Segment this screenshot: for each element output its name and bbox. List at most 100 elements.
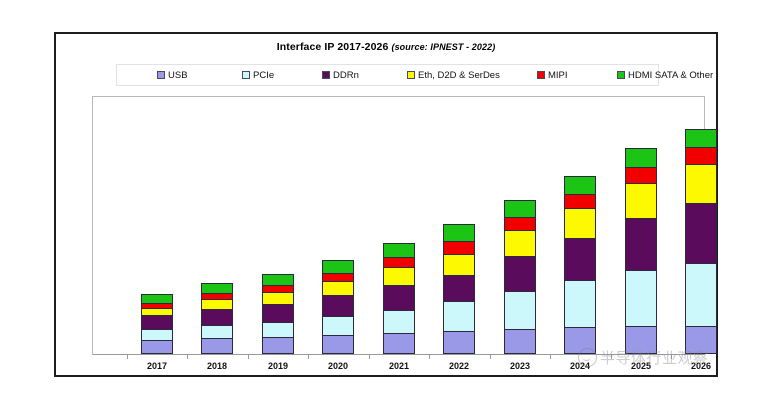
legend-swatch-icon: [322, 71, 330, 79]
legend-item-label: Eth, D2D & SerDes: [418, 69, 500, 81]
legend-item-label: USB: [168, 69, 188, 81]
bar-segment: [564, 208, 596, 238]
bar-segment: [625, 270, 657, 326]
x-axis-label: 2024: [569, 361, 591, 371]
bar-segment: [625, 326, 657, 354]
bar-segment: [322, 273, 354, 281]
legend-item: DDRn: [322, 70, 359, 81]
bar-segment: [262, 292, 294, 304]
x-axis-label: 2019: [267, 361, 289, 371]
x-axis-label: 2020: [327, 361, 349, 371]
bar-segment: [443, 331, 475, 354]
bar-segment: [625, 167, 657, 183]
bar-segment: [685, 263, 717, 326]
bar-segment: [685, 129, 717, 147]
bar-segment: [141, 308, 173, 315]
bar-stack: [685, 129, 717, 354]
bar-stack: [262, 274, 294, 354]
bar-segment: [201, 325, 233, 338]
x-axis-tick: [429, 354, 430, 359]
legend-item-label: PCIe: [253, 69, 275, 81]
bar-segment: [262, 285, 294, 292]
bar-segment: [141, 315, 173, 329]
legend-swatch-icon: [157, 71, 165, 79]
bar-stack: [625, 148, 657, 354]
bar-segment: [504, 256, 536, 291]
bar-stack: [322, 260, 354, 354]
x-axis-tick: [187, 354, 188, 359]
legend-swatch-icon: [537, 71, 545, 79]
x-axis-label: 2023: [509, 361, 531, 371]
x-axis-baseline: [93, 354, 704, 355]
legend-item-label: HDMI SATA & Other: [628, 69, 714, 81]
bar-segment: [443, 224, 475, 241]
bar-segment: [201, 283, 233, 293]
bar-segment: [383, 310, 415, 333]
chart-legend: USB PCIe DDRn Eth, D2D & SerDes MIPI HDMI SAT…: [116, 64, 713, 86]
legend-item-label: MIPI: [548, 69, 568, 81]
x-axis-label: 2021: [388, 361, 410, 371]
bar-segment: [504, 329, 536, 354]
bar-segment: [201, 293, 233, 299]
legend-item: HDMI SATA & Other: [617, 70, 713, 81]
bar-segment: [322, 281, 354, 295]
bar-segment: [383, 243, 415, 257]
bar-stack: [443, 224, 475, 354]
bar-segment: [504, 291, 536, 329]
bar-segment: [443, 301, 475, 331]
bar-segment: [383, 333, 415, 354]
x-axis-tick: [308, 354, 309, 359]
x-axis-label: 2018: [206, 361, 228, 371]
legend-swatch-icon: [617, 71, 625, 79]
legend-item: PCIe: [242, 70, 274, 81]
x-axis-tick: [611, 354, 612, 359]
bar-segment: [564, 327, 596, 354]
bar-segment: [564, 280, 596, 327]
bar-segment: [685, 326, 717, 354]
bar-segment: [564, 238, 596, 280]
bar-segment: [262, 337, 294, 354]
x-axis-tick: [369, 354, 370, 359]
bar-segment: [141, 303, 173, 308]
x-axis-label: 2022: [448, 361, 470, 371]
bar-segment: [322, 260, 354, 273]
x-axis-tick: [671, 354, 672, 359]
legend-item: USB: [157, 70, 188, 81]
legend-item: MIPI: [537, 70, 568, 81]
x-axis-tick: [550, 354, 551, 359]
bar-segment: [504, 217, 536, 230]
plot-area: [93, 97, 717, 354]
bar-segment: [625, 183, 657, 218]
x-axis-label: 2025: [630, 361, 652, 371]
legend-item: Eth, D2D & SerDes: [407, 70, 500, 81]
bar-segment: [625, 218, 657, 270]
bar-segment: [322, 316, 354, 335]
bar-segment: [201, 338, 233, 354]
bar-segment: [685, 147, 717, 164]
bar-segment: [383, 285, 415, 310]
bar-stack: [383, 243, 415, 354]
chart-title-source: (source: IPNEST - 2022): [391, 42, 496, 52]
bar-segment: [141, 329, 173, 340]
bar-segment: [443, 241, 475, 254]
bar-segment: [262, 274, 294, 285]
x-axis-tick: [127, 354, 128, 359]
x-axis-label: 2017: [146, 361, 168, 371]
bar-segment: [685, 164, 717, 203]
bar-segment: [504, 200, 536, 217]
bar-segment: [201, 299, 233, 309]
bar-segment: [141, 294, 173, 303]
bar-segment: [262, 304, 294, 322]
legend-swatch-icon: [242, 71, 250, 79]
chart-title-main: Interface IP 2017-2026: [276, 41, 389, 53]
bar-segment: [322, 295, 354, 316]
bar-segment: [322, 335, 354, 354]
bar-stack: [201, 283, 233, 354]
bar-stack: [564, 176, 596, 354]
bar-segment: [504, 230, 536, 256]
x-axis-tick: [490, 354, 491, 359]
bar-segment: [625, 148, 657, 167]
bar-segment: [685, 203, 717, 263]
bar-segment: [443, 254, 475, 275]
chart-card: Interface IP 2017-2026 (source: IPNEST -…: [54, 32, 718, 377]
